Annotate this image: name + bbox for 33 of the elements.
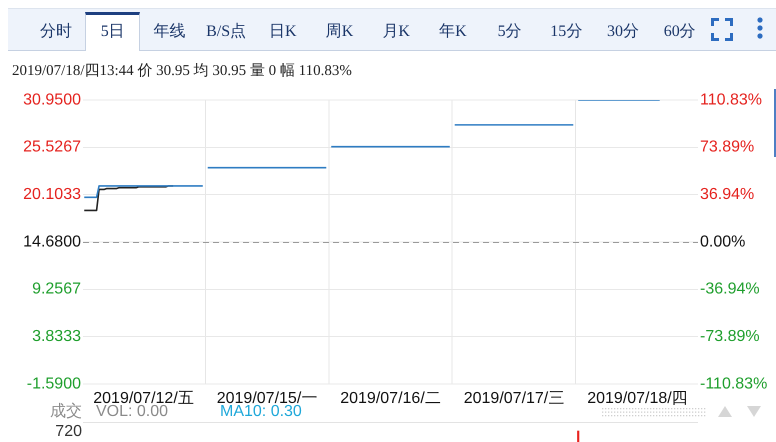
chart-title: 成交 xyxy=(50,403,82,421)
y2-tick-label: 36.94% xyxy=(700,186,754,204)
text: 15分 xyxy=(550,22,582,42)
text: 720 xyxy=(55,423,82,441)
y2-tick-label: 110.83% xyxy=(700,91,762,108)
text: 分时 xyxy=(40,22,72,42)
y2-tick-label: -110.83% xyxy=(700,375,768,392)
y-tick-label: 9.2567 xyxy=(32,280,82,298)
x-tick-label: 2019/07/17/三 xyxy=(464,390,564,408)
text: 5分 xyxy=(498,22,522,42)
text: VOL: 0.00 xyxy=(96,403,168,421)
chart-subtitle: 2019/07/18/四13:44 价 30.95 均 30.95 量 0 幅 110.83% xyxy=(12,62,352,80)
y-tick-label: 14.6800 xyxy=(23,233,82,250)
x-tick-label: 2019/07/16/二 xyxy=(340,390,441,408)
text: 30分 xyxy=(607,22,639,42)
y2-tick-label: -73.89% xyxy=(700,328,760,346)
x-tick-label: 2019/07/18/四 xyxy=(587,390,688,408)
text: 日K xyxy=(269,22,297,42)
text: B/S点 xyxy=(206,22,246,42)
y2-tick-label: -36.94% xyxy=(700,280,760,298)
y-tick-label: 20.1033 xyxy=(23,186,82,204)
text: 年K xyxy=(439,22,467,42)
text: 周K xyxy=(326,22,354,42)
y2-tick-label: 0.00% xyxy=(700,233,746,250)
y2-tick-label: 73.89% xyxy=(700,138,754,156)
y-tick-label: -1.5900 xyxy=(26,375,82,392)
y-tick-label: 3.8333 xyxy=(32,328,82,346)
text: 月K xyxy=(382,22,410,42)
text: 60分 xyxy=(664,22,696,42)
y-tick-label: 25.5267 xyxy=(23,138,82,156)
text: 年线 xyxy=(153,22,186,42)
text: 5日 xyxy=(100,22,125,42)
y-tick-label: 30.9500 xyxy=(23,91,82,108)
